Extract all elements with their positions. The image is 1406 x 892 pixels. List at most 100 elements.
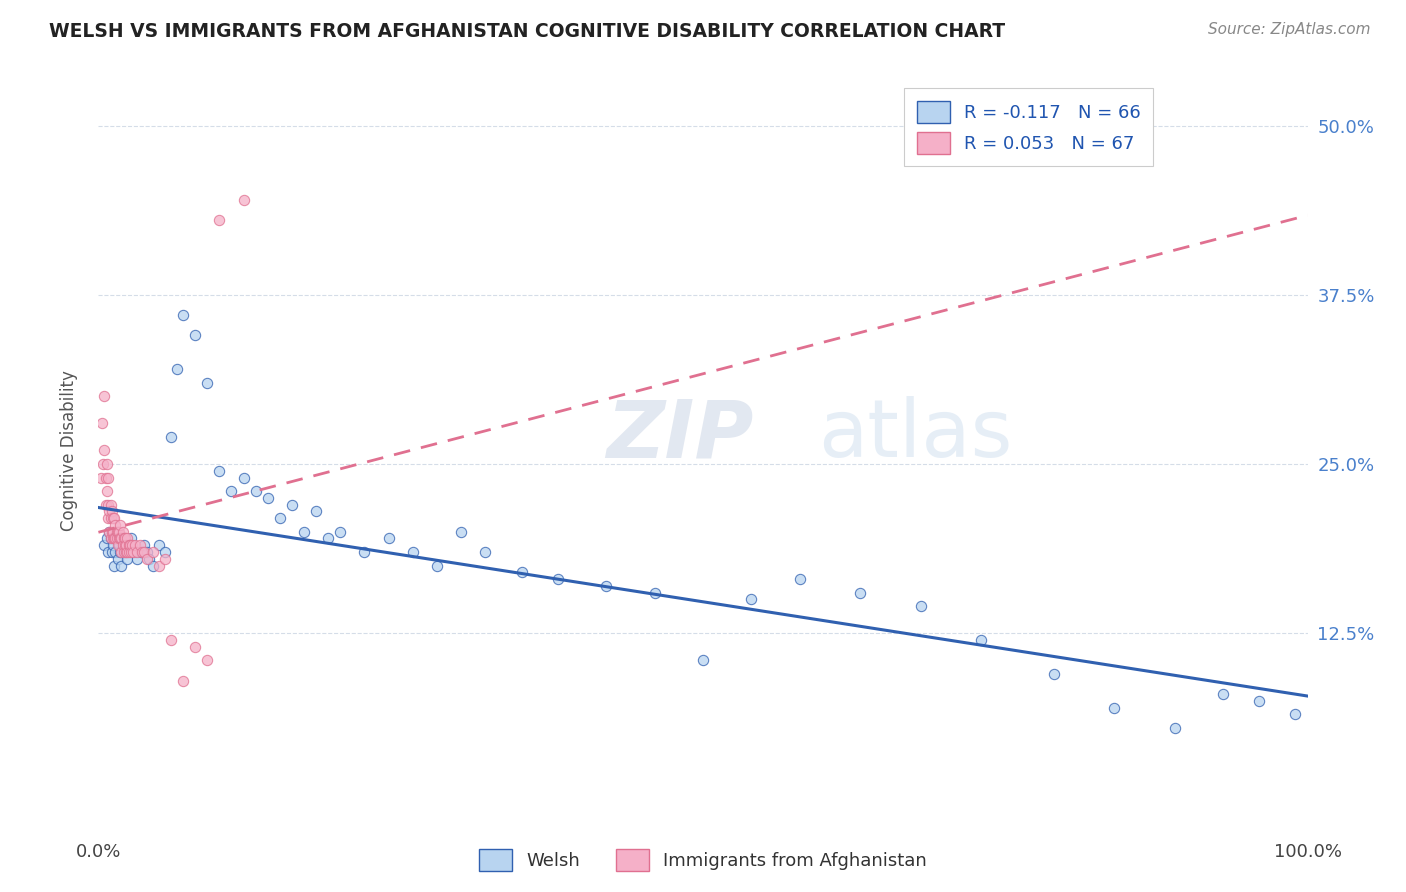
Point — [122, 545, 145, 559]
Point — [910, 599, 932, 614]
Point — [474, 545, 496, 559]
Text: ZIP: ZIP — [606, 396, 754, 475]
Point — [402, 545, 425, 559]
Point — [100, 532, 122, 546]
Point — [117, 532, 139, 546]
Point — [97, 511, 120, 525]
Point — [105, 532, 128, 546]
Point — [100, 524, 122, 539]
Point — [115, 538, 138, 552]
Point — [91, 457, 114, 471]
Point — [135, 545, 157, 559]
Point — [135, 551, 157, 566]
Point — [849, 585, 872, 599]
Point — [172, 673, 194, 688]
Point — [117, 551, 139, 566]
Point — [970, 633, 993, 648]
Point — [142, 545, 165, 559]
Point — [110, 558, 132, 573]
Point — [124, 538, 146, 552]
Point — [195, 653, 218, 667]
Point — [108, 517, 131, 532]
Point — [110, 532, 132, 546]
Text: Source: ZipAtlas.com: Source: ZipAtlas.com — [1208, 22, 1371, 37]
Point — [114, 545, 136, 559]
Point — [153, 551, 176, 566]
Point — [292, 524, 315, 539]
Point — [740, 592, 762, 607]
Point — [329, 524, 352, 539]
Point — [353, 545, 375, 559]
Point — [108, 545, 131, 559]
Legend: R = -0.117   N = 66, R = 0.053   N = 67: R = -0.117 N = 66, R = 0.053 N = 67 — [904, 88, 1153, 166]
Point — [94, 470, 117, 484]
Point — [134, 538, 156, 552]
Point — [103, 532, 125, 546]
Point — [112, 545, 135, 559]
Point — [98, 524, 121, 539]
Point — [98, 504, 121, 518]
Point — [142, 558, 165, 573]
Point — [148, 558, 170, 573]
Point — [100, 498, 122, 512]
Legend: Welsh, Immigrants from Afghanistan: Welsh, Immigrants from Afghanistan — [472, 842, 934, 879]
Point — [93, 389, 115, 403]
Point — [93, 443, 115, 458]
Point — [148, 538, 170, 552]
Point — [281, 498, 304, 512]
Point — [115, 545, 138, 559]
Point — [232, 470, 254, 484]
Text: WELSH VS IMMIGRANTS FROM AFGHANISTAN COGNITIVE DISABILITY CORRELATION CHART: WELSH VS IMMIGRANTS FROM AFGHANISTAN COG… — [49, 22, 1005, 41]
Point — [129, 545, 152, 559]
Point — [134, 545, 156, 559]
Point — [105, 532, 128, 546]
Point — [121, 538, 143, 552]
Point — [101, 511, 124, 525]
Point — [100, 504, 122, 518]
Point — [692, 653, 714, 667]
Point — [108, 532, 131, 546]
Point — [108, 524, 131, 539]
Point — [97, 470, 120, 484]
Text: atlas: atlas — [818, 396, 1012, 475]
Point — [208, 213, 231, 227]
Point — [107, 524, 129, 539]
Point — [114, 532, 136, 546]
Point — [510, 566, 533, 580]
Point — [120, 532, 142, 546]
Point — [1284, 707, 1306, 722]
Point — [131, 545, 153, 559]
Point — [103, 511, 125, 525]
Point — [118, 538, 141, 552]
Point — [101, 524, 124, 539]
Point — [111, 532, 134, 546]
Point — [195, 376, 218, 390]
Point — [104, 532, 127, 546]
Point — [96, 484, 118, 499]
Point — [166, 362, 188, 376]
Point — [93, 538, 115, 552]
Point — [90, 470, 112, 484]
Point — [100, 532, 122, 546]
Point — [450, 524, 472, 539]
Point — [1102, 700, 1125, 714]
Point — [316, 532, 339, 546]
Point — [105, 524, 128, 539]
Point — [138, 551, 160, 566]
Point — [112, 532, 135, 546]
Point — [110, 545, 132, 559]
Point — [256, 491, 278, 505]
Point — [128, 538, 150, 552]
Point — [118, 538, 141, 552]
Point — [184, 640, 207, 654]
Point — [208, 464, 231, 478]
Point — [117, 545, 139, 559]
Point — [101, 532, 124, 546]
Point — [127, 545, 149, 559]
Point — [96, 532, 118, 546]
Point — [184, 328, 207, 343]
Point — [120, 545, 142, 559]
Point — [1249, 694, 1271, 708]
Point — [96, 457, 118, 471]
Point — [232, 193, 254, 207]
